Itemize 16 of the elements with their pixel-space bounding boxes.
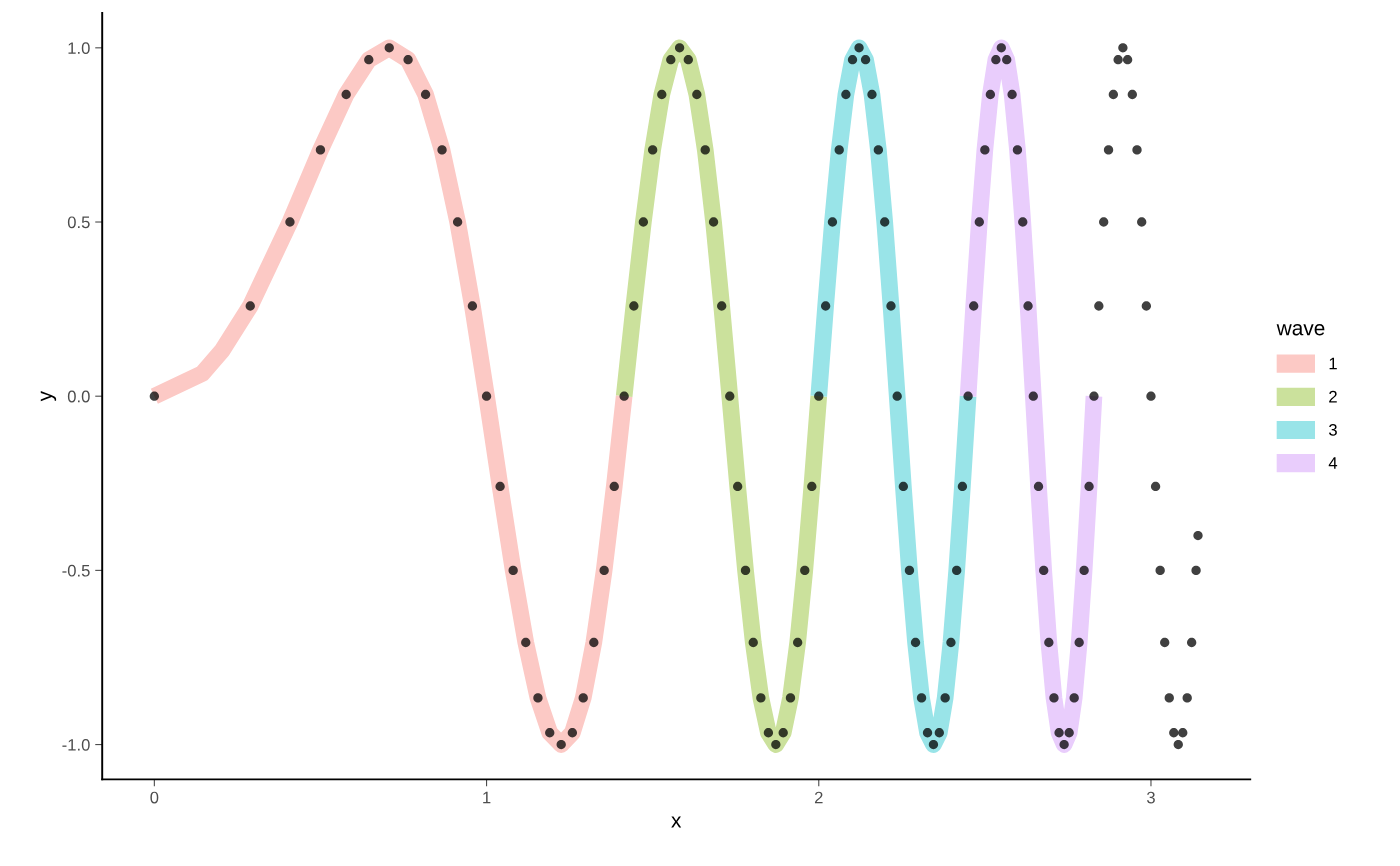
legend-label: 4 [1328, 457, 1338, 469]
legend-label: 3 [1328, 423, 1337, 436]
y-tick-label: 1.0 [68, 42, 90, 55]
y-tick-label: 0.5 [67, 216, 90, 229]
legend-label: 2 [1329, 390, 1337, 403]
x-tick-label: 0 [150, 791, 159, 804]
y-tick-label: -1.0 [62, 738, 90, 751]
y-tick-label: -0.5 [62, 564, 90, 577]
x-tick-label: 1 [483, 791, 491, 804]
legend-label: 1 [1329, 357, 1337, 370]
x-tick-label: 2 [814, 791, 823, 804]
y-axis-title: y [40, 391, 57, 402]
y-tick-label: 0.0 [67, 390, 90, 403]
legend-title: wave [1276, 324, 1325, 336]
x-axis-title: x [671, 816, 682, 828]
x-tick-label: 3 [1146, 791, 1155, 804]
